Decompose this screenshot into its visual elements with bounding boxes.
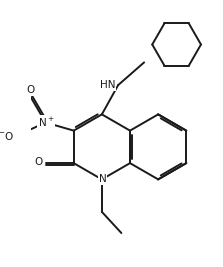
Text: HN: HN [99,80,115,90]
Text: N$^+$: N$^+$ [38,116,55,129]
Text: N: N [99,174,107,184]
Text: O: O [26,85,35,95]
Text: O: O [34,157,42,167]
Text: $^{-}$O: $^{-}$O [0,129,14,142]
